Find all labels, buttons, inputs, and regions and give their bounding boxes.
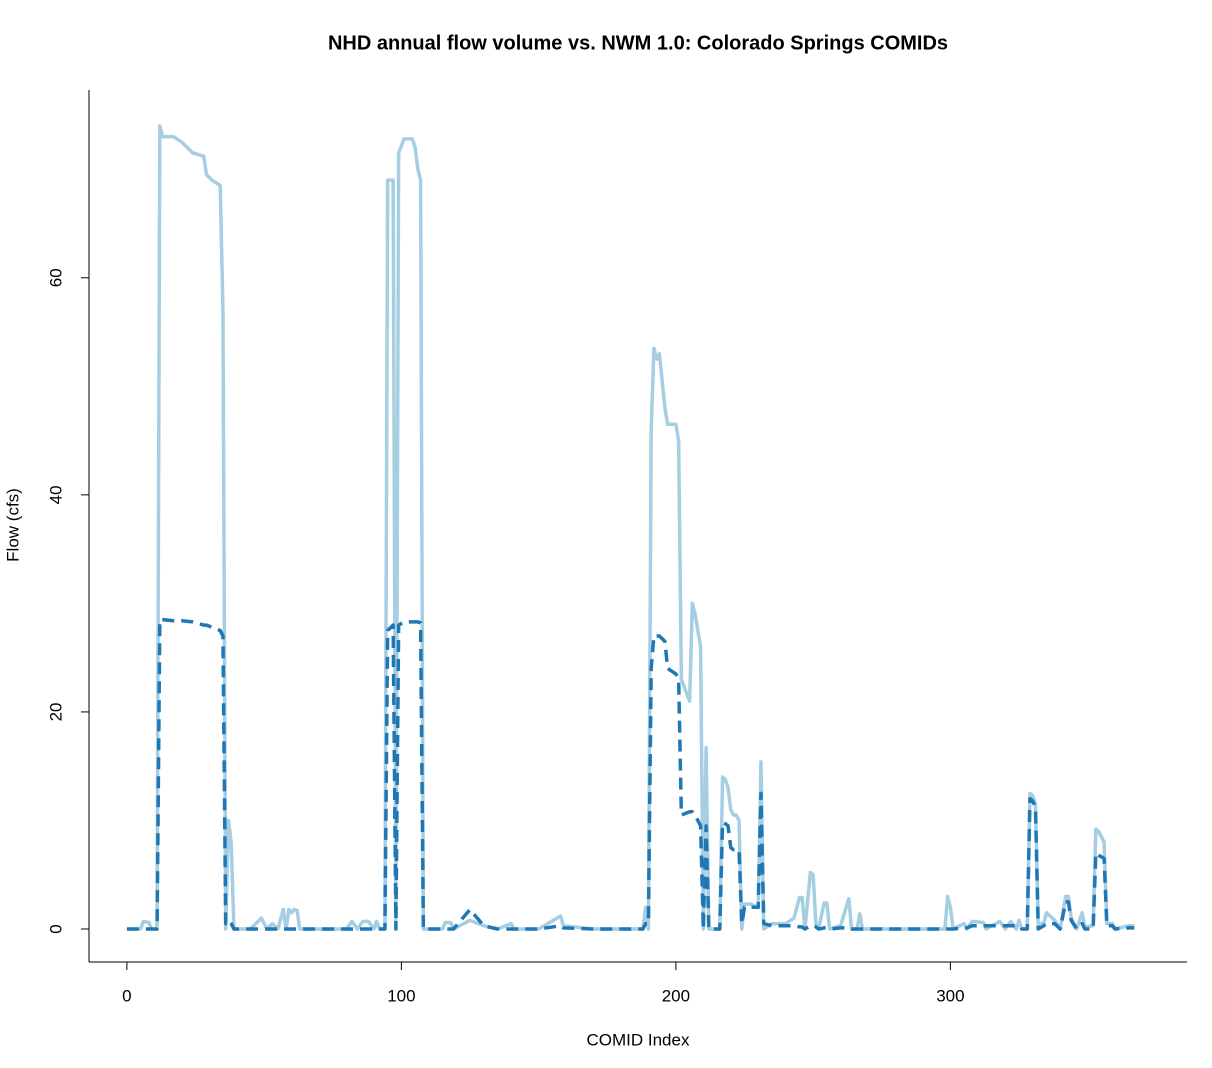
series-line (126, 124, 1135, 931)
y-tick-label: 0 (46, 924, 65, 933)
x-tick-label: 300 (936, 986, 964, 1005)
chart-title: NHD annual flow volume vs. NWM 1.0: Colo… (328, 32, 948, 54)
y-axis-label: Flow (cfs) (3, 488, 22, 562)
y-tick-label: 20 (46, 702, 65, 721)
y-tick-label: 40 (46, 485, 65, 504)
x-tick-label: 0 (122, 986, 131, 1005)
y-tick-label: 60 (46, 268, 65, 287)
x-tick-label: 100 (387, 986, 415, 1005)
x-tick-label: 200 (662, 986, 690, 1005)
series-line (126, 617, 1135, 931)
x-axis-label: COMID Index (587, 1030, 690, 1049)
